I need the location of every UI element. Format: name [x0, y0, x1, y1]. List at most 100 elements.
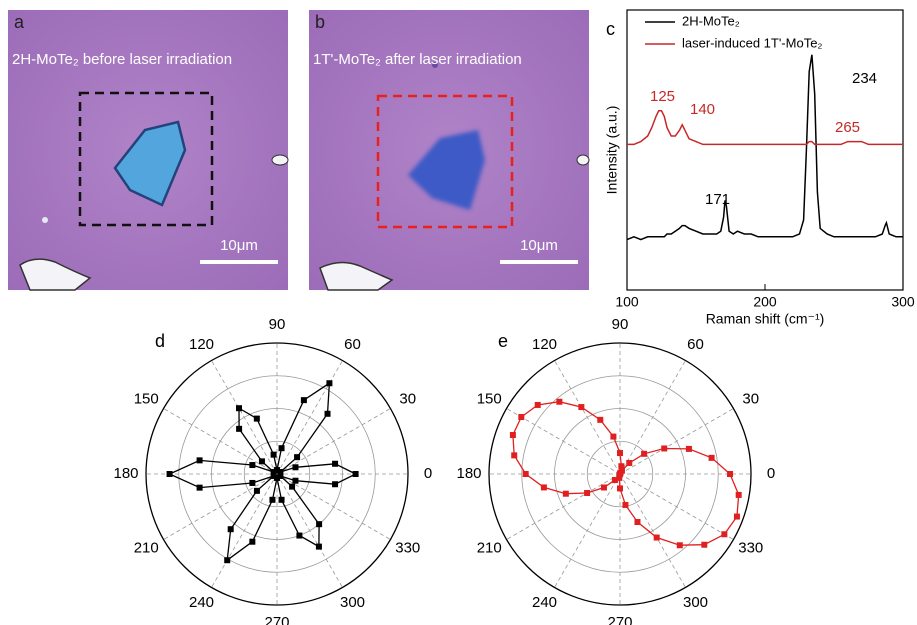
polar-point	[253, 415, 260, 422]
angle-tick-label: 60	[344, 336, 361, 353]
grid-ring	[243, 440, 311, 508]
polar-point	[701, 541, 708, 548]
peak-annotation: 234	[852, 70, 877, 87]
angle-tick-label: 270	[607, 614, 632, 625]
polar-point	[611, 477, 618, 484]
polar-point	[326, 380, 333, 387]
polar-point	[236, 405, 243, 412]
grid-spoke	[506, 473, 621, 540]
grid-spoke	[276, 360, 343, 475]
polar-point	[253, 487, 260, 494]
polar-point	[708, 454, 715, 461]
polar-point	[270, 472, 277, 479]
polar-point	[634, 519, 641, 526]
polar-point	[277, 472, 284, 479]
angle-tick-label: 270	[264, 614, 289, 625]
angle-tick-label: 300	[340, 594, 365, 611]
spectrum-line	[627, 110, 903, 146]
angle-tick-label: 0	[424, 465, 432, 482]
polar-point	[617, 450, 623, 457]
angle-tick-label: 150	[134, 390, 159, 407]
polar-frame	[488, 342, 752, 606]
angle-tick-label: 60	[687, 336, 704, 353]
scale-bar-label: 10μm	[520, 237, 558, 254]
legend-label: laser-induced 1T'-MoTe₂	[682, 35, 822, 50]
polar-point	[300, 397, 307, 404]
spectrum-line	[626, 54, 903, 241]
polar-point	[597, 416, 604, 423]
grid-spoke	[506, 408, 621, 475]
angle-tick-label: 330	[738, 539, 763, 556]
polar-point	[518, 414, 525, 421]
peak-annotation: 265	[835, 119, 860, 136]
angle-tick-label: 240	[532, 594, 557, 611]
polar-point	[296, 532, 303, 539]
angle-tick-label: 120	[189, 336, 214, 353]
x-axis-label: Raman shift (cm⁻¹)	[706, 311, 825, 327]
polar-point	[278, 496, 285, 503]
angle-tick-label: 240	[189, 594, 214, 611]
polar-point	[332, 481, 339, 488]
grid-spoke	[619, 473, 734, 540]
polar-point	[616, 474, 623, 481]
polar-point	[685, 445, 692, 452]
grid-spoke	[619, 360, 686, 475]
polar-point	[352, 471, 359, 477]
grid-spoke	[211, 473, 278, 588]
x-tick-label: 200	[753, 294, 777, 310]
x-tick-label: 300	[891, 294, 915, 310]
polar-point	[509, 432, 516, 439]
polar-point	[727, 471, 734, 477]
polar-point	[584, 489, 591, 496]
angle-tick-label: 180	[113, 465, 138, 482]
polar-point	[258, 458, 265, 465]
angle-tick-label: 330	[395, 539, 420, 556]
polar-point	[626, 459, 633, 466]
polar-point	[224, 557, 231, 564]
polar-point	[227, 526, 234, 533]
polar-point	[534, 401, 541, 408]
grid-spoke	[163, 408, 278, 475]
polar-point	[540, 484, 547, 491]
polar-point	[294, 454, 301, 461]
polar-point	[610, 433, 617, 440]
grid-ring	[586, 440, 654, 508]
polar-point	[270, 469, 277, 476]
angle-tick-label: 30	[399, 390, 416, 407]
grid-spoke	[276, 473, 343, 588]
polar-point	[556, 398, 563, 405]
panel-label: b	[315, 12, 325, 32]
polar-point	[316, 521, 323, 528]
polar-point	[600, 484, 607, 491]
polar-point	[721, 531, 728, 538]
polar-point	[249, 538, 256, 545]
caption: 1T'-MoTe₂ after laser irradiation	[313, 51, 522, 68]
grid-spoke	[619, 408, 734, 475]
micrograph-b	[309, 10, 590, 291]
polar-point	[653, 534, 660, 541]
polar-point	[332, 460, 339, 467]
polar-point	[278, 445, 285, 452]
polar-point	[511, 452, 518, 459]
polar-point	[269, 496, 276, 503]
x-tick-label: 100	[615, 294, 639, 310]
polar-frame	[145, 342, 409, 606]
scale-bar-label: 10μm	[220, 237, 258, 254]
angle-tick-label: 0	[767, 465, 775, 482]
grid-spoke	[554, 473, 621, 588]
polar-point	[735, 491, 742, 498]
angle-tick-label: 210	[477, 539, 502, 556]
polar-point	[578, 404, 585, 411]
polar-point	[236, 425, 243, 432]
panel-label: e	[498, 331, 508, 351]
polar-point	[733, 513, 740, 520]
panel-label: a	[14, 12, 25, 32]
polar-point	[249, 479, 256, 486]
grid-spoke	[211, 360, 278, 475]
grid-spoke	[276, 408, 391, 475]
polar-point	[274, 467, 280, 474]
peak-annotation: 171	[705, 191, 730, 208]
angle-tick-label: 90	[612, 316, 629, 333]
polar-point	[324, 410, 331, 417]
micrograph-a	[8, 10, 289, 291]
